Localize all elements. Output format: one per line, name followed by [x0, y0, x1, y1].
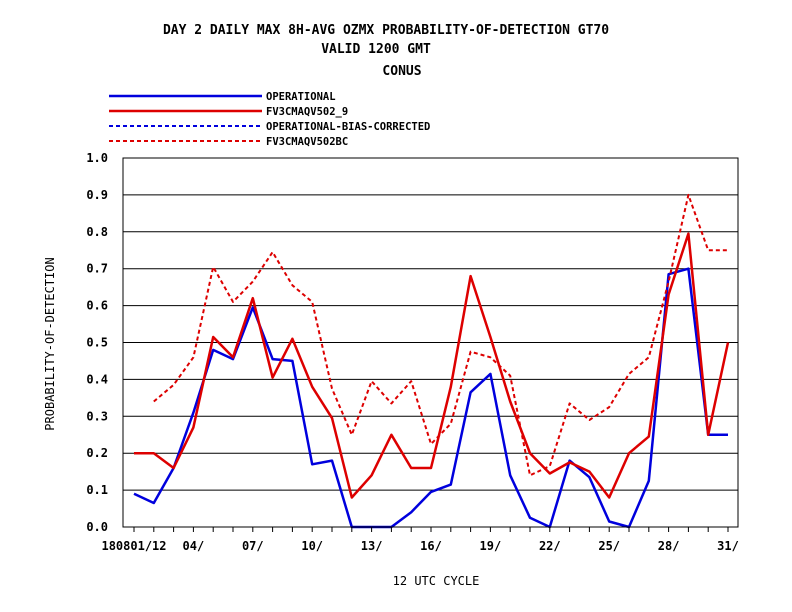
series-line-1 [133, 267, 728, 529]
legend-entry: FV3CMAQV502BC [266, 136, 348, 148]
y-tick-label: 0.8 [86, 225, 108, 239]
y-tick-label: 0.4 [86, 372, 108, 386]
x-tick-label: 04/ [183, 539, 205, 553]
chart-title: DAY 2 DAILY MAX 8H-AVG OZMX PROBABILITY-… [163, 23, 609, 79]
title-line-1: DAY 2 DAILY MAX 8H-AVG OZMX PROBABILITY-… [163, 23, 609, 38]
grid-lines [123, 157, 738, 528]
x-tick-label: 25/ [598, 539, 620, 553]
legend-entry: OPERATIONAL-BIAS-CORRECTED [266, 121, 430, 133]
y-tick-label: 0.9 [86, 188, 108, 202]
legend-entry: FV3CMAQV502_9 [266, 106, 348, 118]
x-axis-label: 12 UTC CYCLE [393, 574, 480, 588]
y-tick-label: 0.5 [86, 336, 108, 350]
x-tick-label: 16/ [420, 539, 442, 553]
series-line-2 [134, 232, 730, 499]
y-axis-ticks: 0.0 0.1 0.2 0.3 0.4 0.5 0.6 0.7 0.8 0.9 1.0 [86, 151, 108, 534]
title-line-2: VALID 1200 GMT [321, 42, 431, 57]
x-tick-label: 19/ [480, 539, 502, 553]
y-tick-label: 0.6 [86, 299, 108, 313]
title-line-3: CONUS [382, 64, 421, 79]
y-tick-label: 0.2 [86, 446, 108, 460]
x-axis-ticks: 180801/12 04/07/10/13/16/19/22/25/28/31/ [101, 527, 739, 553]
series-line-4 [153, 193, 728, 477]
x-tick-label: 180801/12 [101, 539, 166, 553]
y-tick-label: 0.3 [86, 409, 108, 423]
x-tick-label: 10/ [301, 539, 323, 553]
x-tick-label: 22/ [539, 539, 561, 553]
x-tick-label: 31/ [717, 539, 739, 553]
series-lines [133, 193, 730, 529]
legend: OPERATIONAL FV3CMAQV502_9 OPERATIONAL-BIAS… [109, 91, 430, 148]
y-tick-label: 0.0 [86, 520, 108, 534]
x-tick-label: 13/ [361, 539, 383, 553]
y-tick-label: 0.1 [86, 483, 108, 497]
x-tick-label: 07/ [242, 539, 264, 553]
y-axis-label: PROBABILITY-OF-DETECTION [43, 257, 57, 430]
legend-entry: OPERATIONAL [266, 91, 336, 103]
x-tick-label: 28/ [658, 539, 680, 553]
y-tick-label: 1.0 [86, 151, 108, 165]
y-tick-label: 0.7 [86, 262, 108, 276]
